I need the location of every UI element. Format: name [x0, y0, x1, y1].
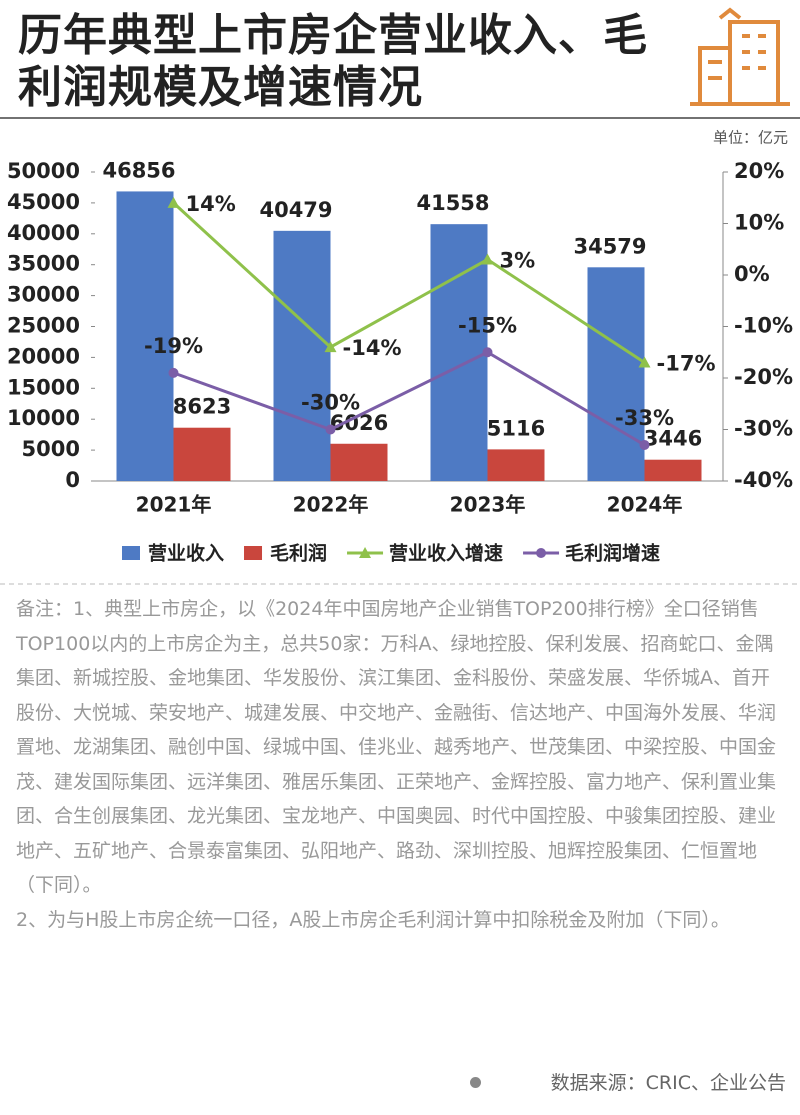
note: 2、为与H股上市房企统一口径，A股上市房企毛利润计算中扣除税金及附加（下同）。 — [16, 908, 730, 931]
line-label: -33% — [615, 406, 674, 430]
y-tick-label: 30000 — [7, 283, 80, 307]
bar-label: 8623 — [173, 395, 231, 419]
bar — [644, 459, 702, 481]
chart: 单位：亿元 0 5000 10000 15000 20000 25000 30000 3500… — [0, 7, 800, 585]
x-tick-label: 2021年 — [136, 493, 212, 517]
line-label: -30% — [301, 391, 360, 415]
x-tick-label: 2024年 — [607, 493, 683, 517]
bar — [587, 267, 645, 481]
line-marker — [481, 253, 494, 265]
y-tick-label: 25000 — [7, 314, 80, 338]
legend-label: 毛利润 — [270, 542, 327, 565]
legend-swatch — [244, 546, 263, 560]
y2-tick-label: -20% — [734, 365, 793, 389]
y2-tick-label: -40% — [734, 468, 793, 492]
line-marker — [639, 439, 650, 450]
y2-tick-label: 10% — [734, 211, 784, 235]
legend-label: 营业收入增速 — [389, 542, 503, 565]
legend-swatch — [122, 546, 140, 560]
y2-tick-label: 20% — [734, 159, 784, 183]
line-marker — [482, 347, 493, 358]
x-tick-label: 2022年 — [293, 493, 369, 517]
title: 历年典型上市房企营业收入、毛利润规模及增速情况 — [18, 10, 648, 113]
line-marker — [638, 356, 651, 368]
note: 备注：1、典型上市房企，以《2024年中国房地产企业销售TOP200排行榜》全口… — [16, 598, 777, 896]
line-label: -15% — [458, 313, 517, 337]
bar — [430, 224, 488, 481]
y-tick-label: 50000 — [7, 159, 80, 183]
y-tick-label: 0 — [65, 468, 80, 492]
bar — [487, 449, 545, 481]
y2-tick-label: -10% — [734, 314, 793, 338]
unit-label: 单位：亿元 — [713, 129, 788, 147]
y-tick-label: 40000 — [7, 221, 80, 245]
legend-marker — [359, 547, 372, 558]
line-marker — [167, 196, 180, 208]
y-tick-label: 10000 — [7, 406, 80, 430]
bar — [173, 427, 231, 481]
y-tick-label: 20000 — [7, 344, 80, 368]
bar-label: 34579 — [573, 234, 646, 258]
y-tick-label: 35000 — [7, 252, 80, 276]
bar-label: 41558 — [416, 191, 489, 215]
line-label: -14% — [343, 336, 402, 360]
bar-label: 3446 — [644, 427, 702, 451]
line-label: -17% — [657, 352, 716, 376]
bar — [273, 230, 331, 481]
line — [172, 350, 646, 447]
y-tick-label: 5000 — [22, 437, 80, 461]
bar — [330, 443, 388, 481]
notes: 备注：1、典型上市房企，以《2024年中国房地产企业销售TOP200排行榜》全口… — [16, 592, 788, 937]
bar-label: 5116 — [487, 416, 545, 440]
bullet — [470, 1077, 481, 1088]
line-marker — [324, 341, 337, 353]
x-tick-label: 2023年 — [450, 493, 526, 517]
line-label: 3% — [500, 249, 536, 273]
line-marker — [168, 367, 179, 378]
y2-tick-label: 0% — [734, 262, 770, 286]
line-label: 14% — [186, 192, 236, 216]
legend-marker — [536, 548, 547, 558]
y-tick-label: 45000 — [7, 190, 80, 214]
line — [172, 201, 646, 364]
legend-label: 毛利润增速 — [565, 542, 660, 565]
legend-label: 营业收入 — [148, 542, 224, 565]
bar — [116, 191, 174, 481]
line-marker — [325, 424, 336, 435]
source: 数据来源：CRIC、企业公告 — [550, 1072, 786, 1094]
bar-label: 40479 — [259, 198, 332, 222]
building-icon — [690, 7, 790, 106]
y-tick-label: 15000 — [7, 375, 80, 399]
y2-tick-label: -30% — [734, 417, 793, 441]
line-label: -19% — [144, 334, 203, 358]
bar-label: 46856 — [102, 158, 175, 182]
